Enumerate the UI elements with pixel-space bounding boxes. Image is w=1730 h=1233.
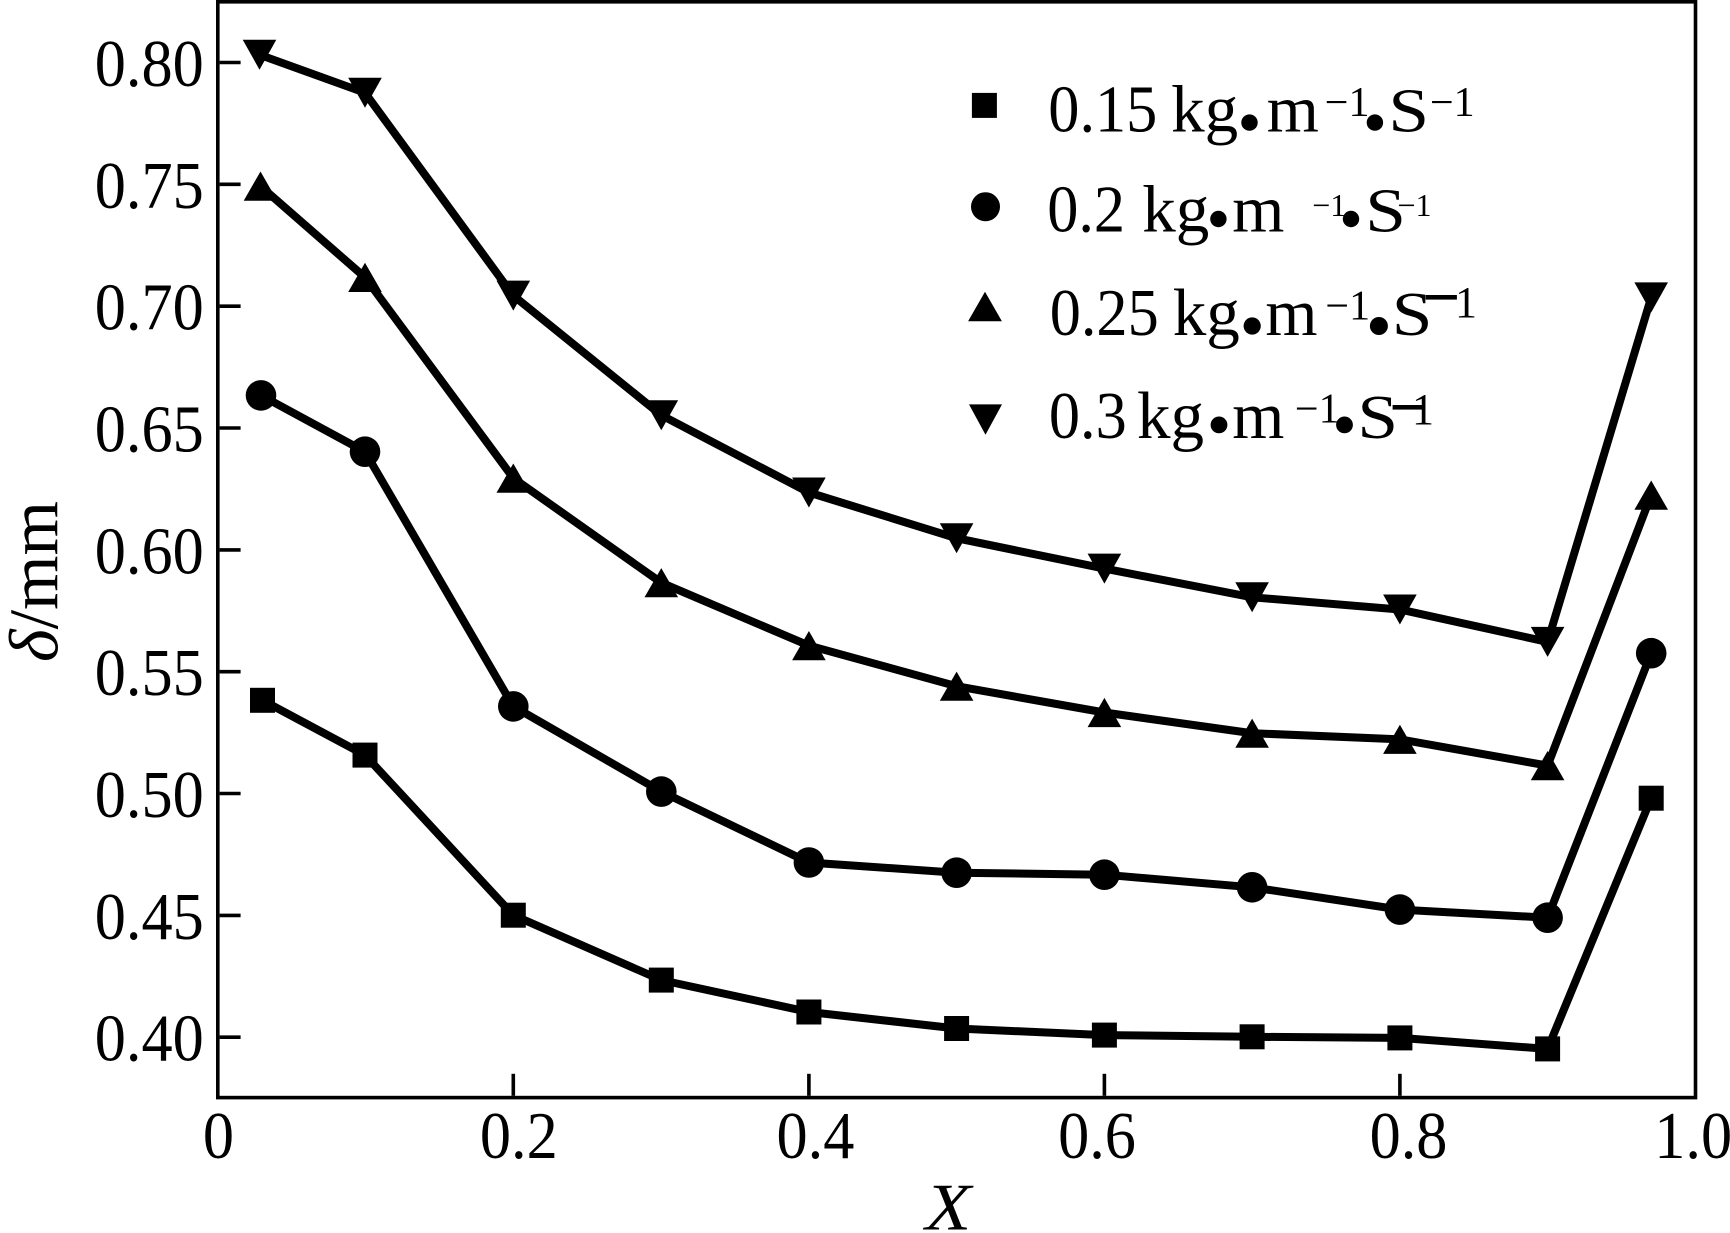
- svg-text:0: 0: [203, 1098, 234, 1173]
- svg-text:kg: kg: [1137, 379, 1204, 453]
- svg-text:0.50: 0.50: [95, 757, 204, 832]
- svg-text:0.80: 0.80: [95, 26, 204, 101]
- svg-text:−1: −1: [1325, 284, 1370, 330]
- svg-text:S: S: [1392, 280, 1433, 349]
- svg-text:−1: −1: [1295, 387, 1340, 433]
- svg-text:S: S: [1388, 77, 1429, 146]
- svg-text:0.2: 0.2: [1047, 171, 1125, 246]
- svg-text:0.25: 0.25: [1050, 275, 1159, 350]
- svg-text:0.40: 0.40: [95, 1001, 204, 1076]
- svg-text:−1: −1: [1325, 80, 1370, 126]
- svg-text:S: S: [1365, 177, 1406, 246]
- svg-text:0.2: 0.2: [480, 1098, 558, 1173]
- svg-text:S: S: [1357, 383, 1398, 452]
- svg-text:0.15: 0.15: [1048, 71, 1157, 146]
- svg-text:−1: −1: [1312, 187, 1346, 223]
- svg-text:kg: kg: [1171, 73, 1238, 147]
- svg-text:0.6: 0.6: [1058, 1098, 1136, 1173]
- svg-text:−1: −1: [1430, 80, 1475, 126]
- svg-text:1: 1: [1412, 385, 1434, 434]
- svg-text:kg: kg: [1142, 173, 1209, 247]
- svg-text:0.65: 0.65: [95, 391, 204, 466]
- svg-text:1.0: 1.0: [1654, 1098, 1730, 1173]
- svg-text:0.70: 0.70: [95, 270, 204, 345]
- svg-text:0.55: 0.55: [95, 635, 204, 710]
- svg-text:X: X: [922, 1171, 974, 1233]
- svg-text:0.75: 0.75: [95, 148, 204, 223]
- svg-text:0.8: 0.8: [1370, 1098, 1448, 1173]
- svg-text:0.60: 0.60: [95, 513, 204, 588]
- svg-text:m: m: [1265, 276, 1317, 350]
- svg-text:0.45: 0.45: [95, 879, 204, 954]
- svg-text:m: m: [1232, 173, 1284, 247]
- svg-text:m: m: [1232, 379, 1284, 453]
- svg-text:kg: kg: [1173, 276, 1240, 350]
- svg-text:−1: −1: [1398, 187, 1432, 223]
- svg-text:0.3: 0.3: [1049, 378, 1127, 453]
- svg-text:0.4: 0.4: [776, 1098, 854, 1173]
- svg-text:m: m: [1267, 73, 1319, 147]
- svg-text:δ/mm: δ/mm: [0, 501, 74, 662]
- svg-text:1: 1: [1455, 278, 1477, 327]
